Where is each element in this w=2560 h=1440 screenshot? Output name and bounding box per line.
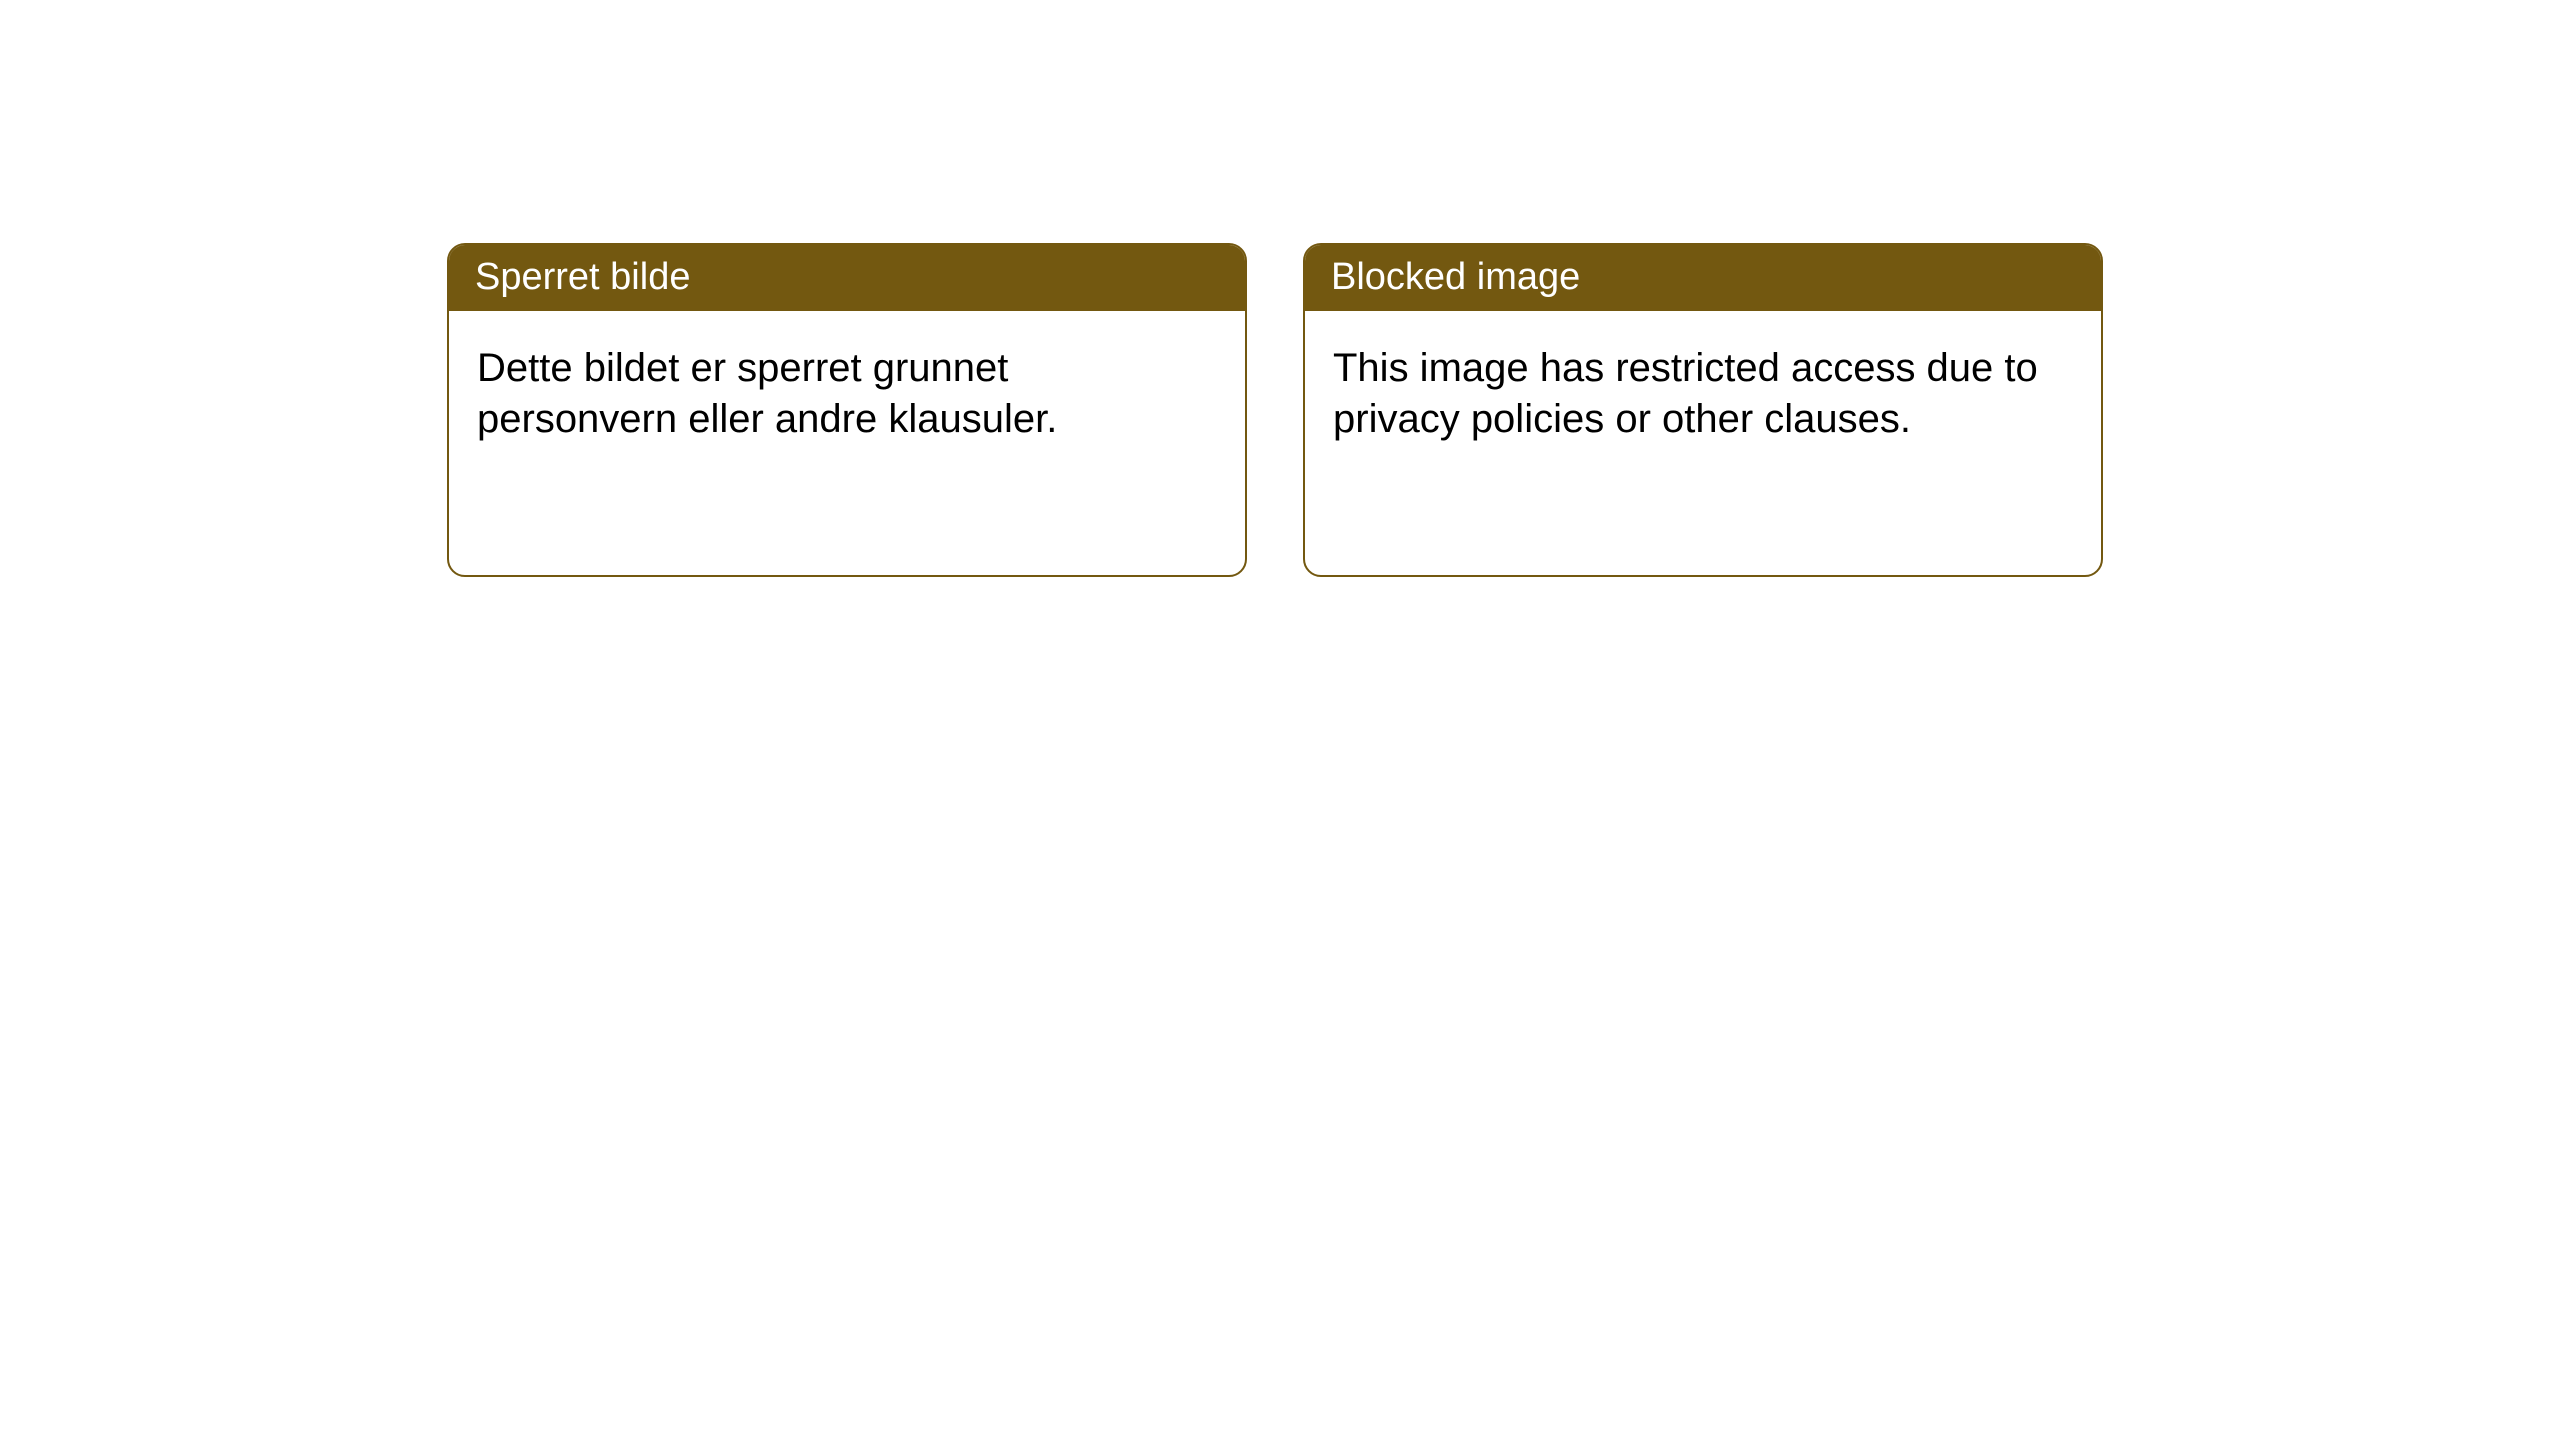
notice-container: Sperret bilde Dette bildet er sperret gr… bbox=[0, 0, 2560, 577]
notice-card-english: Blocked image This image has restricted … bbox=[1303, 243, 2103, 577]
notice-card-norwegian: Sperret bilde Dette bildet er sperret gr… bbox=[447, 243, 1247, 577]
notice-body: This image has restricted access due to … bbox=[1305, 311, 2101, 473]
notice-body: Dette bildet er sperret grunnet personve… bbox=[449, 311, 1245, 473]
notice-title: Blocked image bbox=[1305, 245, 2101, 311]
notice-title: Sperret bilde bbox=[449, 245, 1245, 311]
